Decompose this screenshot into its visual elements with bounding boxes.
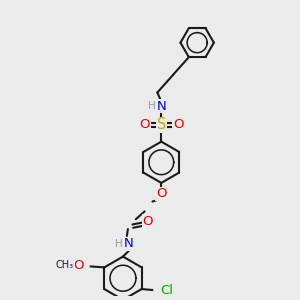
Text: O: O [156, 187, 166, 200]
Text: N: N [156, 100, 166, 113]
Text: Cl: Cl [160, 284, 173, 298]
Text: CH₃: CH₃ [56, 260, 74, 270]
Text: H: H [115, 239, 123, 249]
Text: N: N [124, 237, 134, 250]
Text: O: O [173, 118, 183, 131]
Text: O: O [139, 118, 150, 131]
Text: O: O [74, 259, 84, 272]
Text: S: S [157, 117, 166, 132]
Text: H: H [148, 101, 155, 111]
Text: O: O [142, 215, 153, 228]
